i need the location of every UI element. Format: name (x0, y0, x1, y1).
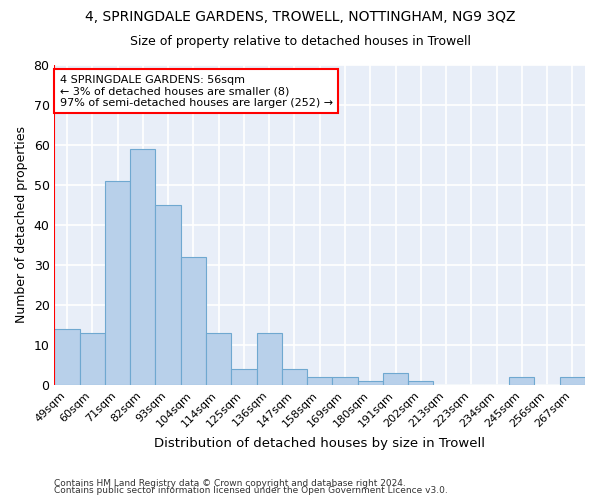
Bar (408, 381, 433, 385)
Bar (181, 257, 206, 385)
Text: Contains HM Land Registry data © Crown copyright and database right 2024.: Contains HM Land Registry data © Crown c… (54, 478, 406, 488)
Bar (307, 377, 332, 385)
Bar (80, 333, 105, 385)
Bar (105, 181, 130, 385)
Bar (509, 377, 535, 385)
Text: Size of property relative to detached houses in Trowell: Size of property relative to detached ho… (130, 35, 470, 48)
Bar (257, 333, 282, 385)
Bar (55, 329, 80, 385)
Text: 4 SPRINGDALE GARDENS: 56sqm
← 3% of detached houses are smaller (8)
97% of semi-: 4 SPRINGDALE GARDENS: 56sqm ← 3% of deta… (60, 74, 333, 108)
Bar (282, 369, 307, 385)
Bar (383, 373, 408, 385)
Bar (155, 205, 181, 385)
Y-axis label: Number of detached properties: Number of detached properties (15, 126, 28, 324)
Bar (130, 149, 155, 385)
Bar (332, 377, 358, 385)
X-axis label: Distribution of detached houses by size in Trowell: Distribution of detached houses by size … (154, 437, 485, 450)
Bar (206, 333, 231, 385)
Text: Contains public sector information licensed under the Open Government Licence v3: Contains public sector information licen… (54, 486, 448, 495)
Text: 4, SPRINGDALE GARDENS, TROWELL, NOTTINGHAM, NG9 3QZ: 4, SPRINGDALE GARDENS, TROWELL, NOTTINGH… (85, 10, 515, 24)
Bar (358, 381, 383, 385)
Bar (231, 369, 257, 385)
Bar (560, 377, 585, 385)
